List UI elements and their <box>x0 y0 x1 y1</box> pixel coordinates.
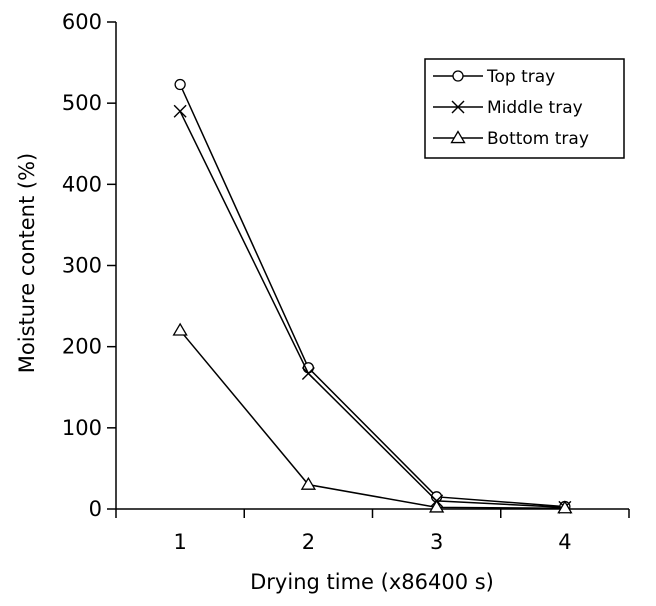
data-point <box>174 78 186 91</box>
y-tick-label: 0 <box>89 497 102 521</box>
series-line <box>179 84 565 508</box>
cross-stroke <box>173 104 187 118</box>
legend: Top tray Middle tray Bottom tray <box>424 58 625 159</box>
data-point <box>557 500 573 514</box>
cross-stroke <box>301 366 315 380</box>
legend-item: Middle tray <box>433 98 583 118</box>
legend-label: Bottom tray <box>487 129 589 149</box>
legend-marker <box>451 100 465 114</box>
data-point <box>173 104 187 118</box>
legend-label: Middle tray <box>487 98 583 118</box>
y-tick-label: 300 <box>62 254 102 278</box>
series-line <box>179 329 565 509</box>
x-axis-title: Drying time (x86400 s) <box>250 570 494 594</box>
data-point <box>301 366 315 380</box>
cross-stroke <box>451 100 465 114</box>
y-tick-label: 600 <box>62 10 102 34</box>
legend-item: Bottom tray <box>433 129 589 149</box>
y-tick-label: 200 <box>62 335 102 359</box>
series-middle-tray <box>173 104 572 514</box>
x-tick-label: 2 <box>302 530 315 554</box>
series-bottom-tray <box>172 322 573 514</box>
data-point <box>172 322 188 336</box>
data-point <box>428 499 445 513</box>
legend-marker <box>450 130 466 144</box>
axes: 0 100 200 300 400 500 600 1 2 3 4 <box>62 10 630 554</box>
series-line <box>179 110 565 509</box>
y-tick-label: 500 <box>62 91 102 115</box>
legend-label: Top tray <box>486 67 555 87</box>
y-tick-label: 400 <box>62 172 102 196</box>
legend-marker <box>452 70 464 82</box>
legend-item: Top tray <box>433 67 555 87</box>
y-axis-title: Moisture content (%) <box>15 153 39 373</box>
x-tick-label: 1 <box>173 530 186 554</box>
y-tick-label: 100 <box>62 416 102 440</box>
x-tick-label: 3 <box>430 530 443 554</box>
x-tick-label: 4 <box>558 530 571 554</box>
data-point <box>300 476 317 490</box>
series-layer <box>172 78 573 514</box>
